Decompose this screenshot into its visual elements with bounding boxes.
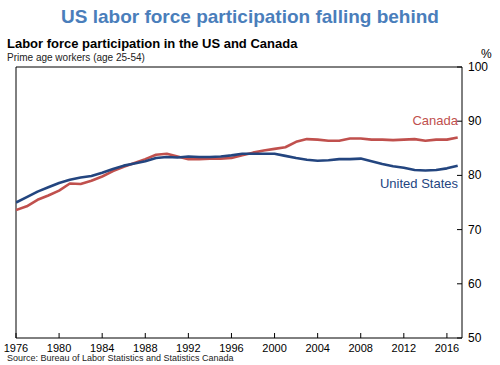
x-tick-label: 2000 (262, 342, 286, 354)
x-tick-label: 2016 (435, 342, 459, 354)
y-tick-label: 80 (468, 168, 482, 182)
x-tick-label: 1980 (47, 342, 71, 354)
x-tick-label: 1996 (219, 342, 243, 354)
x-tick-label: 1992 (176, 342, 200, 354)
y-axis (462, 67, 463, 338)
y-tick-label: 60 (468, 277, 482, 291)
x-axis (16, 338, 462, 339)
x-tick (360, 333, 361, 338)
x-tick (188, 333, 189, 338)
y-tick (457, 283, 462, 284)
subtitle: Labor force participation in the US and … (7, 36, 298, 51)
x-tick (446, 333, 447, 338)
series-line (16, 137, 458, 210)
source: Source: Bureau of Labor Statistics and S… (7, 353, 234, 363)
title: US labor force participation falling beh… (61, 6, 439, 27)
x-tick (317, 333, 318, 338)
series-line (16, 154, 458, 203)
x-tick (403, 333, 404, 338)
y-tick-label: 100 (468, 60, 488, 74)
series-label: Canada (412, 113, 458, 128)
x-tick (59, 333, 60, 338)
chart: US labor force participation falling beh… (0, 0, 500, 365)
frame-top (16, 67, 462, 68)
x-tick-label: 1976 (4, 342, 28, 354)
y-tick-label: 70 (468, 223, 482, 237)
y-tick-label: 50 (468, 331, 482, 345)
x-tick-label: 1984 (90, 342, 114, 354)
x-tick-label: 2004 (305, 342, 329, 354)
x-tick (16, 333, 17, 338)
series-label: United States (380, 176, 459, 191)
x-tick-label: 2008 (348, 342, 372, 354)
x-tick (102, 333, 103, 338)
y-tick (457, 229, 462, 230)
x-tick (274, 333, 275, 338)
plot-area (16, 137, 458, 210)
y-tick-label: 90 (468, 114, 482, 128)
y-tick (457, 67, 462, 68)
x-tick-label: 1988 (133, 342, 157, 354)
y-axis-label: % (481, 47, 492, 61)
x-tick-label: 2012 (392, 342, 416, 354)
x-tick (231, 333, 232, 338)
x-tick (145, 333, 146, 338)
y-tick (457, 338, 462, 339)
annotation: Prime age workers (age 25-54) (7, 52, 145, 63)
